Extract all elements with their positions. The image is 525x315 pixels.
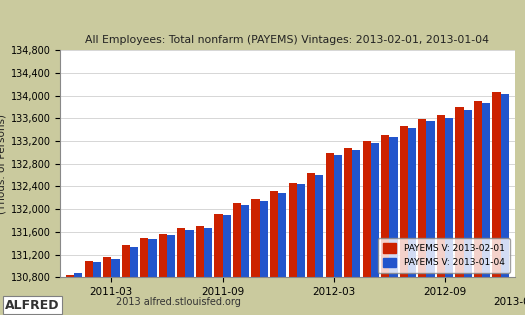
- Bar: [371, 143, 379, 277]
- Bar: [344, 148, 352, 277]
- Bar: [130, 248, 138, 277]
- Bar: [85, 261, 93, 277]
- Bar: [214, 214, 223, 277]
- Bar: [363, 140, 371, 277]
- Text: 2013-03: 2013-03: [493, 297, 525, 306]
- Bar: [418, 119, 426, 277]
- Bar: [297, 185, 305, 277]
- Bar: [482, 103, 490, 277]
- Bar: [334, 155, 342, 277]
- Bar: [278, 193, 286, 277]
- Bar: [177, 228, 185, 277]
- Y-axis label: (Thous. of Persons): (Thous. of Persons): [0, 114, 6, 214]
- Bar: [196, 226, 204, 277]
- Bar: [149, 239, 156, 277]
- Bar: [270, 191, 278, 277]
- Bar: [381, 135, 390, 277]
- Bar: [501, 94, 509, 277]
- Legend: PAYEMS V: 2013-02-01, PAYEMS V: 2013-01-04: PAYEMS V: 2013-02-01, PAYEMS V: 2013-01-…: [377, 238, 510, 273]
- Bar: [426, 121, 435, 277]
- Bar: [223, 215, 230, 277]
- Bar: [492, 92, 501, 277]
- Bar: [326, 153, 334, 277]
- Bar: [140, 238, 149, 277]
- Bar: [185, 230, 194, 277]
- Bar: [464, 110, 471, 277]
- Bar: [437, 115, 445, 277]
- Bar: [241, 205, 249, 277]
- Bar: [159, 233, 167, 277]
- Bar: [474, 101, 482, 277]
- Bar: [233, 203, 241, 277]
- Bar: [74, 273, 82, 277]
- Bar: [260, 201, 268, 277]
- Bar: [289, 183, 297, 277]
- Text: ALFRED: ALFRED: [5, 299, 60, 312]
- Bar: [352, 151, 361, 277]
- Bar: [307, 173, 315, 277]
- Title: All Employees: Total nonfarm (PAYEMS) Vintages: 2013-02-01, 2013-01-04: All Employees: Total nonfarm (PAYEMS) Vi…: [86, 36, 489, 45]
- Bar: [445, 118, 453, 277]
- Bar: [455, 107, 464, 277]
- Bar: [122, 245, 130, 277]
- Bar: [251, 199, 260, 277]
- Bar: [408, 128, 416, 277]
- Bar: [111, 259, 120, 277]
- Bar: [315, 175, 323, 277]
- Bar: [167, 235, 175, 277]
- Bar: [204, 228, 212, 277]
- Bar: [390, 137, 397, 277]
- Bar: [103, 257, 111, 277]
- Bar: [93, 262, 101, 277]
- Bar: [66, 275, 74, 277]
- Text: 2013 alfred.stlouisfed.org: 2013 alfred.stlouisfed.org: [116, 297, 240, 307]
- Bar: [400, 126, 408, 277]
